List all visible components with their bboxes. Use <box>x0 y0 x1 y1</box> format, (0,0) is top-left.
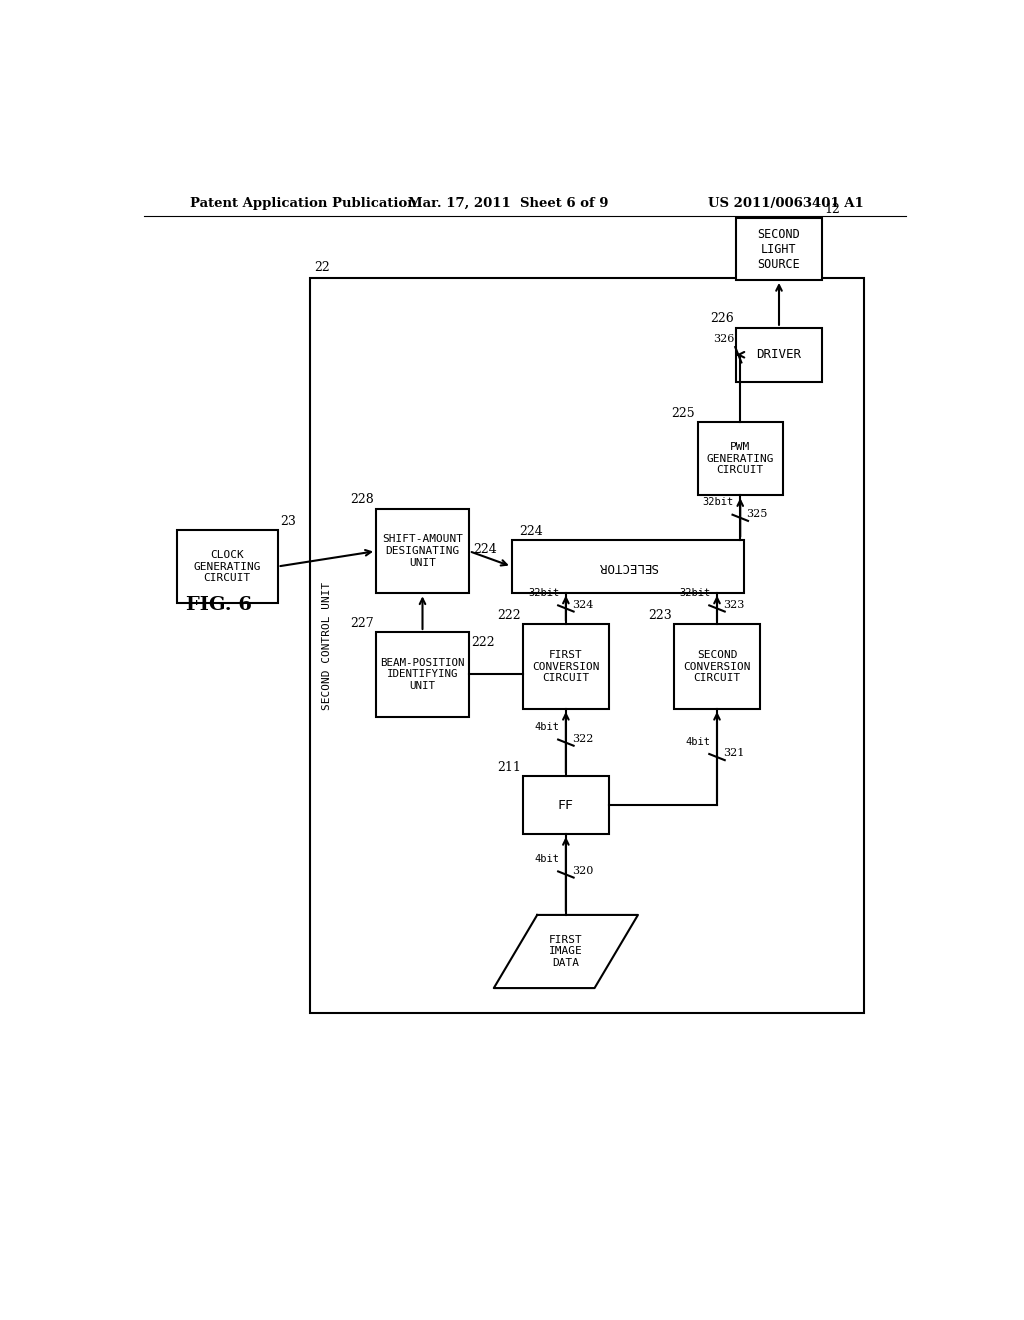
Text: 223: 223 <box>648 609 672 622</box>
Text: 320: 320 <box>572 866 594 875</box>
Text: 32bit: 32bit <box>680 589 711 598</box>
Text: Mar. 17, 2011  Sheet 6 of 9: Mar. 17, 2011 Sheet 6 of 9 <box>408 197 608 210</box>
Text: 4bit: 4bit <box>686 737 711 747</box>
Bar <box>177 529 278 603</box>
Text: 326: 326 <box>713 334 734 345</box>
Text: FIG. 6: FIG. 6 <box>186 597 252 614</box>
Text: 325: 325 <box>746 510 768 519</box>
Text: US 2011/0063401 A1: US 2011/0063401 A1 <box>709 197 864 210</box>
Bar <box>697 422 783 495</box>
Text: 224: 224 <box>519 525 543 539</box>
Text: 32bit: 32bit <box>528 589 560 598</box>
Text: 228: 228 <box>350 494 374 507</box>
Text: 225: 225 <box>672 407 695 420</box>
Text: FIRST
CONVERSION
CIRCUIT: FIRST CONVERSION CIRCUIT <box>532 649 600 684</box>
Bar <box>523 624 608 709</box>
Bar <box>512 540 744 593</box>
Text: 4bit: 4bit <box>535 854 560 865</box>
Text: 224: 224 <box>473 544 497 557</box>
Bar <box>310 277 864 1014</box>
Text: 322: 322 <box>572 734 594 743</box>
Bar <box>523 776 608 834</box>
Text: 324: 324 <box>572 599 594 610</box>
Bar <box>376 508 469 594</box>
Text: 222: 222 <box>498 609 521 622</box>
Text: FIRST
IMAGE
DATA: FIRST IMAGE DATA <box>549 935 583 968</box>
Text: 211: 211 <box>497 762 521 774</box>
Text: SECOND
LIGHT
SOURCE: SECOND LIGHT SOURCE <box>758 228 801 271</box>
Text: 227: 227 <box>350 616 374 630</box>
Text: 23: 23 <box>280 515 296 528</box>
Bar <box>675 624 760 709</box>
Text: 321: 321 <box>723 748 744 758</box>
Text: DRIVER: DRIVER <box>757 348 802 362</box>
Text: 323: 323 <box>723 599 744 610</box>
Text: 4bit: 4bit <box>535 722 560 733</box>
Text: SHIFT-AMOUNT
DESIGNATING
UNIT: SHIFT-AMOUNT DESIGNATING UNIT <box>382 535 463 568</box>
Bar <box>736 327 821 381</box>
Bar <box>376 632 469 717</box>
Bar <box>736 218 821 280</box>
Text: SECOND CONTROL UNIT: SECOND CONTROL UNIT <box>323 581 332 710</box>
Text: 32bit: 32bit <box>702 498 734 507</box>
Text: FF: FF <box>558 799 573 812</box>
Text: 222: 222 <box>471 636 495 649</box>
Polygon shape <box>494 915 638 989</box>
Text: 22: 22 <box>314 261 330 275</box>
Text: Patent Application Publication: Patent Application Publication <box>190 197 417 210</box>
Text: CLOCK
GENERATING
CIRCUIT: CLOCK GENERATING CIRCUIT <box>194 550 261 583</box>
Text: 12: 12 <box>824 203 840 216</box>
Text: 226: 226 <box>711 313 734 326</box>
Text: BEAM-POSITION
IDENTIFYING
UNIT: BEAM-POSITION IDENTIFYING UNIT <box>380 657 465 690</box>
Text: SECOND
CONVERSION
CIRCUIT: SECOND CONVERSION CIRCUIT <box>683 649 751 684</box>
Text: SELECTOR: SELECTOR <box>598 560 657 573</box>
Text: PWM
GENERATING
CIRCUIT: PWM GENERATING CIRCUIT <box>707 442 774 475</box>
